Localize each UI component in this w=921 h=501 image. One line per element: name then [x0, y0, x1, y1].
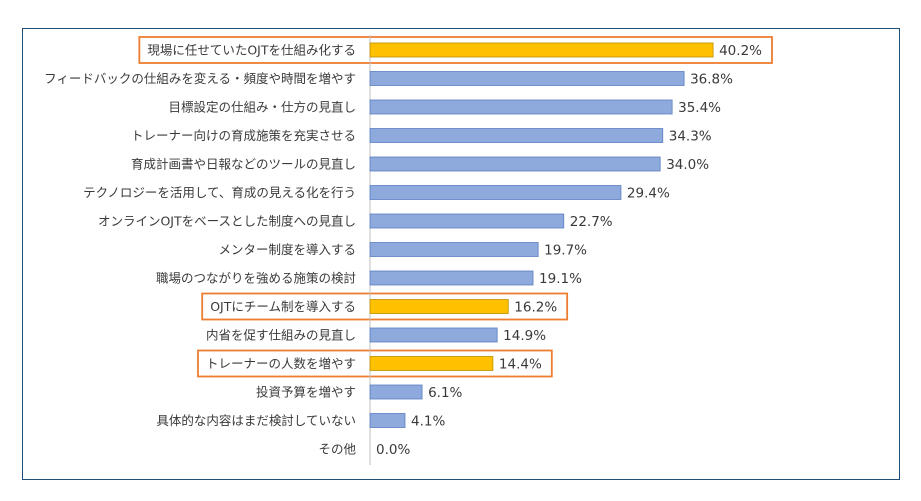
bar [369, 71, 685, 86]
category-label: フィードバックの仕組みを変える・頻度や時間を増やす [44, 71, 356, 86]
bar [369, 384, 423, 400]
value-label: 14.4% [499, 357, 542, 373]
category-label: その他 [318, 442, 356, 457]
bar [369, 185, 622, 200]
value-label: 14.9% [503, 328, 546, 344]
category-label: OJTにチーム制を導入する [210, 299, 356, 314]
highlight-box [197, 349, 553, 378]
bar [369, 128, 664, 143]
bar [369, 270, 534, 286]
category-label: メンター制度を導入する [218, 242, 356, 257]
category-label: オンラインOJTをベースとした制度への見直し [98, 214, 356, 229]
value-label: 35.4% [678, 100, 721, 116]
highlight-box [201, 292, 569, 321]
category-label: 投資予算を増やす [256, 385, 356, 400]
value-label: 29.4% [627, 186, 670, 202]
category-label: 現場に任せていたOJTを仕組み化する [147, 43, 356, 58]
bar [369, 213, 565, 229]
value-label: 34.3% [669, 129, 712, 145]
category-label: 内省を促す仕組みの見直し [206, 328, 356, 343]
bar [369, 156, 661, 172]
category-label: テクノロジーを活用して、育成の見える化を行う [83, 185, 356, 200]
value-label: 34.0% [666, 157, 709, 173]
category-label: 育成計画書や日報などのツールの見直し [131, 157, 356, 172]
value-label: 19.1% [539, 271, 582, 287]
bar [369, 413, 406, 428]
bar-chart: 現場に任せていたOJTを仕組み化する 40.2% フィードバックの仕組みを変える・頻… [44, 35, 773, 465]
category-label: 目標設定の仕組み・仕方の見直し [168, 100, 356, 115]
value-label: 22.7% [570, 214, 613, 230]
value-label: 36.8% [690, 72, 733, 88]
chart-frame: 現場に任せていたOJTを仕組み化する 40.2% フィードバックの仕組みを変える・頻… [22, 28, 900, 480]
category-label: トレーナー向けの育成施策を充実させる [131, 128, 356, 143]
bar [369, 242, 539, 257]
value-label: 0.0% [376, 442, 410, 458]
value-label: 4.1% [411, 414, 445, 430]
bar [369, 99, 673, 115]
highlighted-bar [369, 42, 714, 58]
value-label: 40.2% [719, 43, 762, 59]
value-label: 16.2% [514, 300, 557, 316]
highlighted-bar [369, 299, 509, 314]
category-label: 具体的な内容はまだ検討していない [156, 413, 356, 428]
highlight-box [138, 36, 773, 64]
category-label: 職場のつながりを強める施策の検討 [156, 271, 356, 286]
highlighted-bar [369, 356, 494, 371]
value-label: 19.7% [544, 243, 587, 259]
category-label: トレーナーの人数を増やす [206, 356, 356, 371]
value-label: 6.1% [428, 385, 462, 401]
bar [369, 327, 498, 343]
